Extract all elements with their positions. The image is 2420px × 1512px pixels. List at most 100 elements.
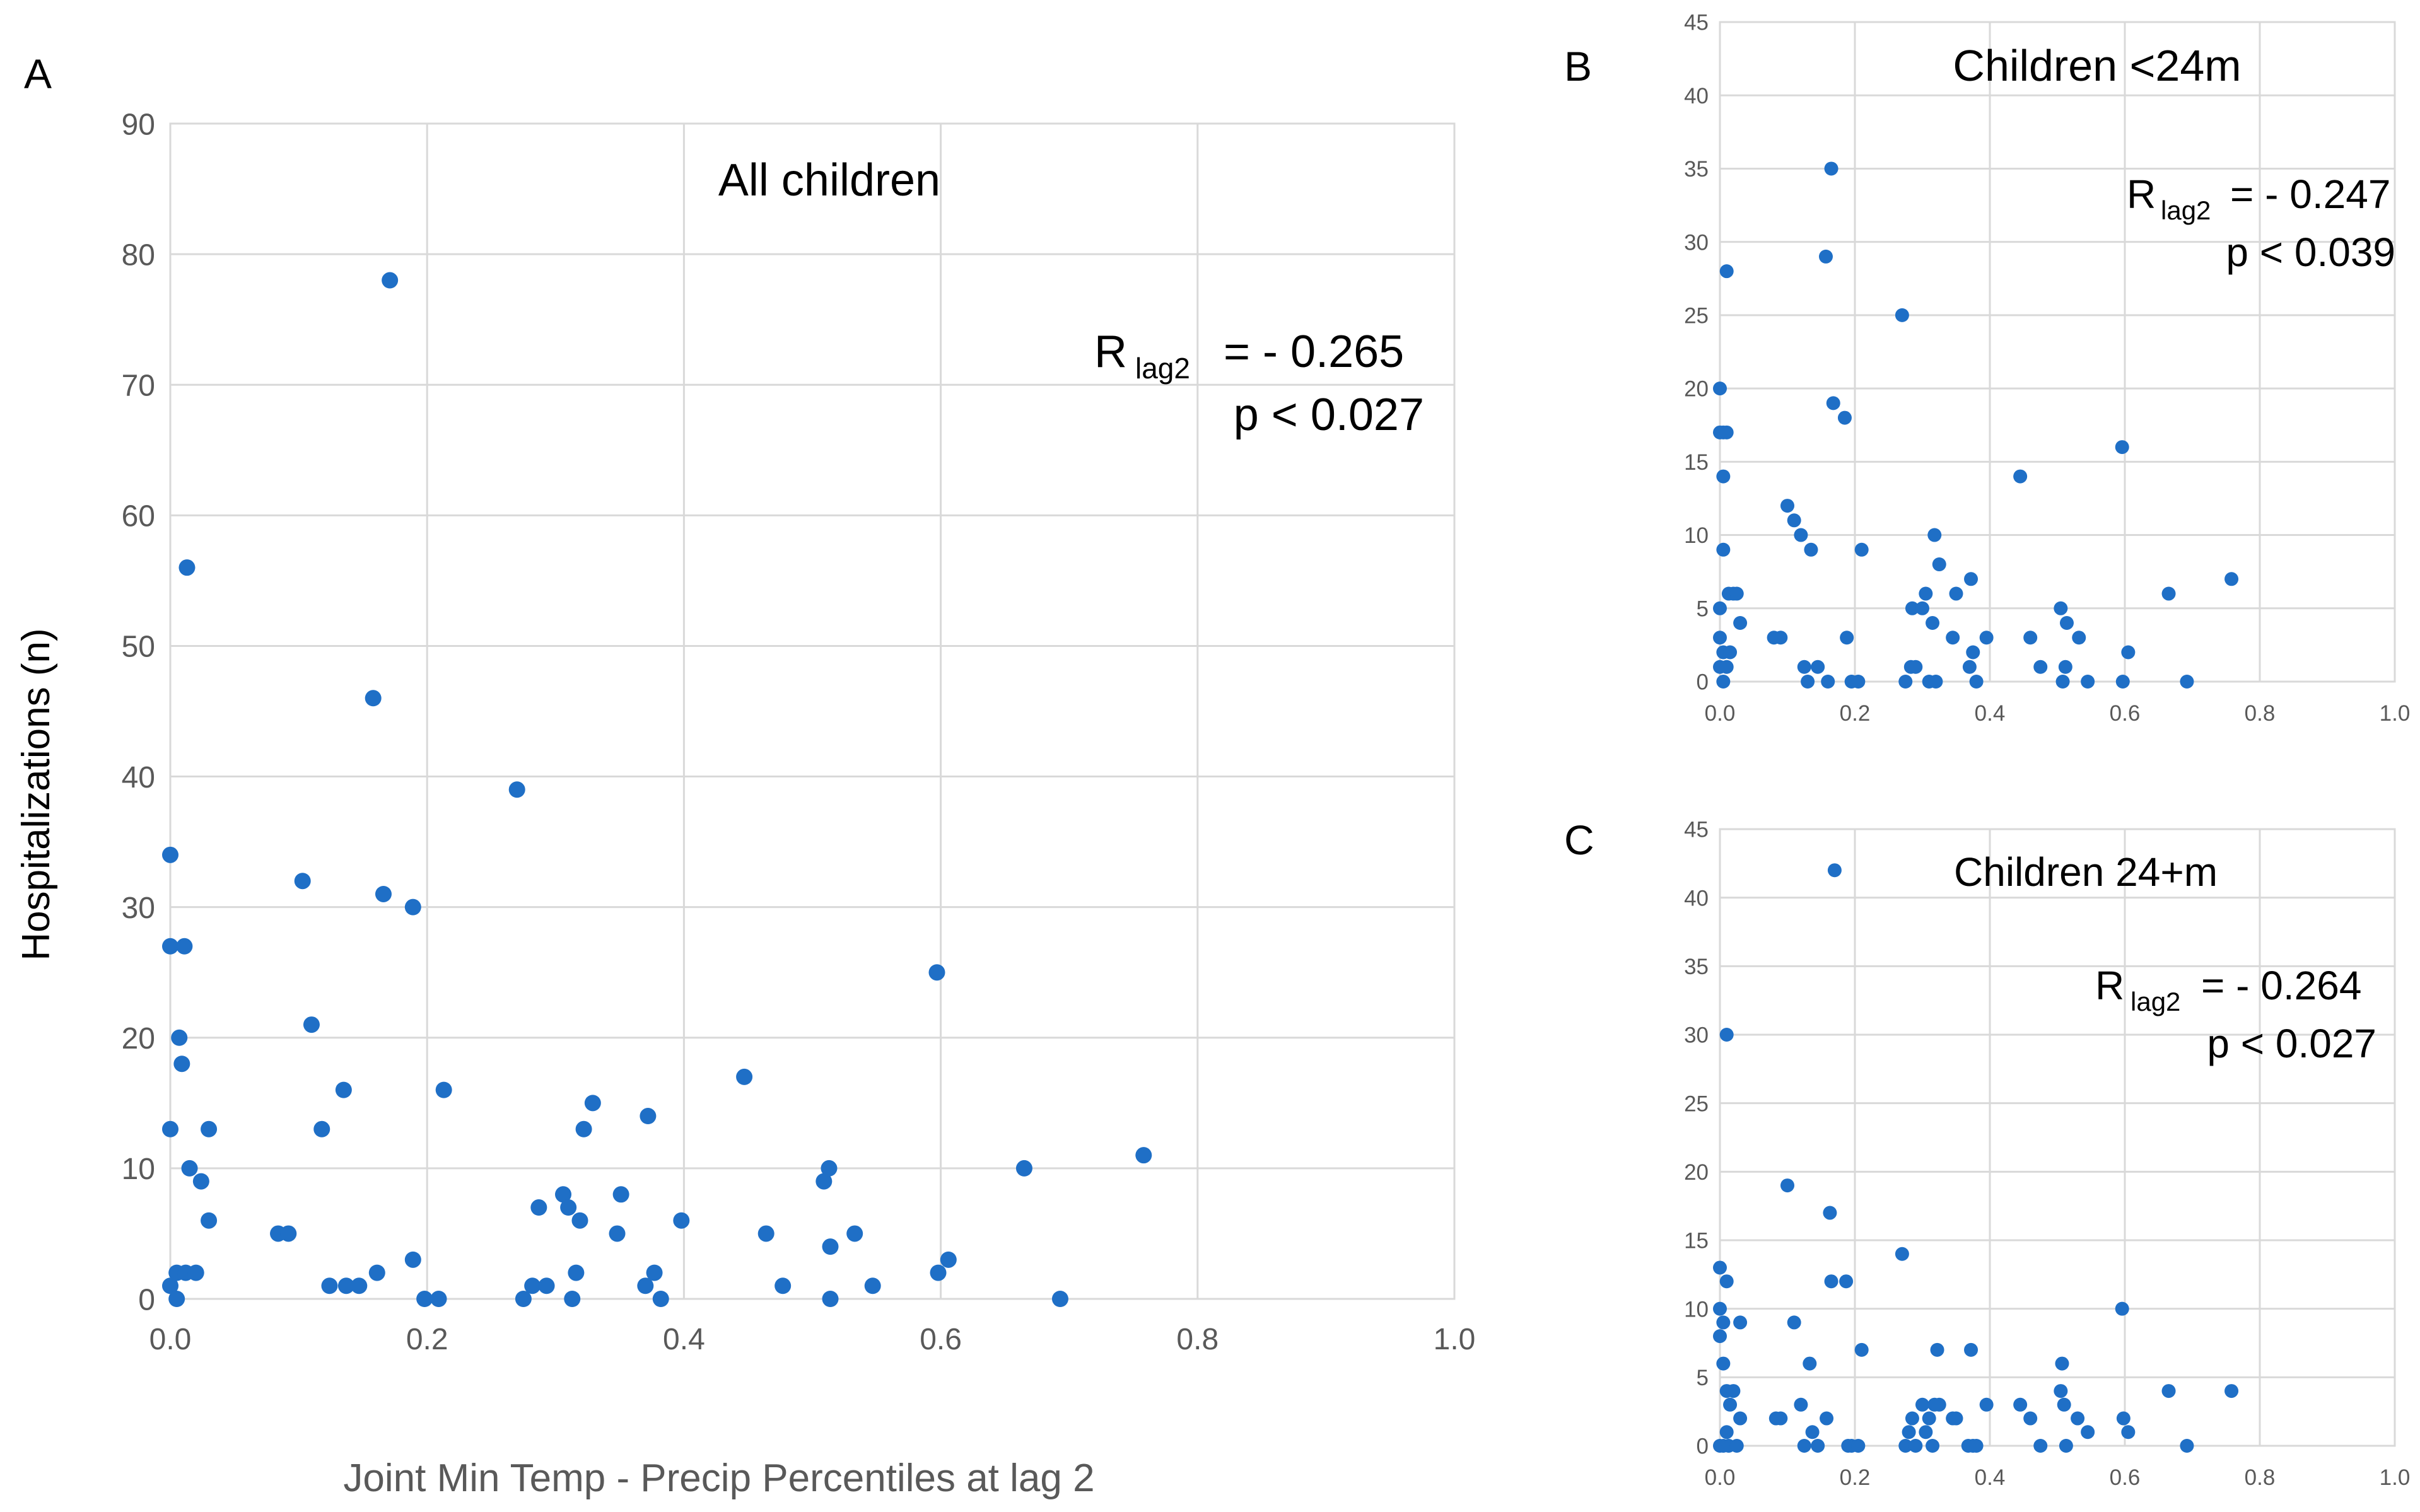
panel-c-data-point (1719, 1028, 1734, 1042)
panel-a-data-point (640, 1108, 657, 1125)
panel-c-data-point (2059, 1439, 2073, 1453)
panel-a-data-point (171, 1029, 188, 1046)
panel-a-data-point (560, 1199, 577, 1216)
panel-a-title: All children (718, 155, 940, 206)
panel-c-data-point (1827, 863, 1842, 878)
panel-b-x-tick-label: 0.2 (1840, 701, 1871, 726)
panel-c-data-point (2115, 1301, 2129, 1316)
panel-a-x-tick-label: 0.2 (406, 1323, 448, 1356)
panel-b-data-point (1964, 572, 1979, 586)
panel-c-data-point (1922, 1411, 1936, 1426)
panel-b-data-point (2054, 601, 2068, 615)
panel-a-data-point (524, 1277, 541, 1294)
panel-b-data-point (2058, 660, 2072, 674)
panel-a-data-point (168, 1291, 185, 1307)
panel-b-data-point (2180, 675, 2194, 689)
panel-a-data-point (162, 938, 178, 955)
panel-b-data-point (1713, 381, 1727, 396)
panel-c-data-point (2055, 1356, 2069, 1371)
panel-a-data-point (335, 1081, 352, 1098)
panel-a-data-point (515, 1291, 532, 1307)
panel-c-letter: C (1564, 817, 1594, 863)
panel-a-data-point (775, 1277, 792, 1294)
panel-c-data-point (1774, 1411, 1788, 1426)
panel-c-data-point (1979, 1397, 1994, 1412)
panel-c-data-point (1969, 1439, 1984, 1453)
panel-c-data-point (1723, 1397, 1738, 1412)
panel-c-x-tick-label: 0.2 (1840, 1465, 1871, 1490)
panel-b-data-point (2072, 631, 2086, 645)
panel-a-data-point (612, 1186, 629, 1203)
panel-a-y-tick-label: 70 (122, 369, 155, 403)
panel-b-y-tick-label: 45 (1684, 11, 1709, 35)
panel-b-data-point (2023, 631, 2038, 645)
panel-b-data-point (1946, 631, 1960, 645)
panel-b-title: Children <24m (1953, 41, 2241, 90)
panel-c-data-point (1905, 1411, 1919, 1426)
panel-b-data-point (1716, 542, 1731, 557)
panel-a-x-tick-label: 0.8 (1176, 1323, 1219, 1356)
panel-b-data-point (1840, 631, 1854, 645)
panel-a-y-tick-label: 30 (122, 892, 155, 925)
panel-c-data-point (1726, 1384, 1741, 1399)
panel-b-data-point (1962, 660, 1977, 674)
panel-c-data-point (1713, 1260, 1727, 1275)
panel-c-x-tick-label: 0.6 (2110, 1465, 2141, 1490)
panel-c-data-point (1820, 1411, 1834, 1426)
panel-b-data-point (1821, 675, 1835, 689)
panel-a-data-point (404, 898, 421, 916)
panel-b-data-point (1794, 528, 1808, 542)
panel-b-y-tick-label: 35 (1684, 157, 1709, 182)
panel-b-data-point (2081, 675, 2095, 689)
panel-b-data-point (1854, 542, 1869, 557)
panel-b-data-point (1780, 499, 1794, 513)
panel-a-data-point (564, 1291, 581, 1307)
panel-c-data-point (1919, 1425, 1933, 1439)
panel-b-data-point (1774, 631, 1788, 645)
panel-c-data-point (1895, 1247, 1909, 1261)
panel-b-data-point (1919, 586, 1933, 601)
panel-c-y-tick-label: 25 (1684, 1091, 1709, 1116)
panel-a-data-point (303, 1016, 320, 1033)
panel-a-data-point (508, 781, 525, 798)
panel-b-data-point (1905, 601, 1919, 615)
panel-b-data-point (1733, 616, 1748, 631)
panel-c-data-point (1823, 1206, 1837, 1220)
panel-a-x-tick-label: 0.4 (663, 1323, 705, 1356)
panel-b-plot-frame (1719, 21, 2396, 683)
panel-a-data-point (538, 1277, 555, 1294)
panel-b-x-tick-label: 0.0 (1705, 701, 1736, 726)
panel-c-data-point (2057, 1397, 2071, 1412)
panel-a-data-point (568, 1264, 585, 1281)
panel-c-y-tick-label: 10 (1684, 1297, 1709, 1322)
panel-c-data-point (2081, 1425, 2095, 1439)
panel-b-data-point (1723, 645, 1738, 660)
panel-c-data-point (1811, 1439, 1825, 1453)
panel-a-data-point (162, 1120, 178, 1137)
panel-c-data-point (1898, 1439, 1913, 1453)
panel-b-data-point (1969, 675, 1984, 689)
panel-a-data-point (757, 1225, 775, 1242)
panel-b-data-point (1929, 675, 1943, 689)
panel-b-data-point (1966, 645, 1980, 660)
panel-a-data-point (201, 1212, 218, 1229)
panel-a-data-point (192, 1173, 209, 1190)
panel-a-data-point (416, 1291, 433, 1307)
panel-a-data-point (736, 1068, 753, 1085)
panel-b-data-point (1804, 542, 1818, 557)
panel-a-y-tick-label: 10 (122, 1153, 155, 1186)
panel-b-data-point (2121, 645, 2136, 660)
panel-c-data-point (2224, 1384, 2239, 1399)
panel-b-p-value: p < 0.039 (2226, 230, 2395, 275)
panel-a-data-point (575, 1120, 592, 1137)
panel-a-data-point (382, 272, 399, 289)
panel-c-r-label: R (2095, 963, 2124, 1008)
panel-a-data-point (940, 1251, 957, 1268)
panel-b-data-point (1719, 264, 1734, 279)
panel-a-data-point (187, 1264, 204, 1281)
panel-c-data-point (2023, 1411, 2038, 1426)
panel-c-data-point (2161, 1384, 2176, 1399)
panel-c: C 0 5 10 15 20 25 30 35 40 45 0.0 0.2 0.4 0.6 0.8 1.0 C… (1564, 817, 2410, 1490)
panel-c-data-point (2121, 1425, 2136, 1439)
